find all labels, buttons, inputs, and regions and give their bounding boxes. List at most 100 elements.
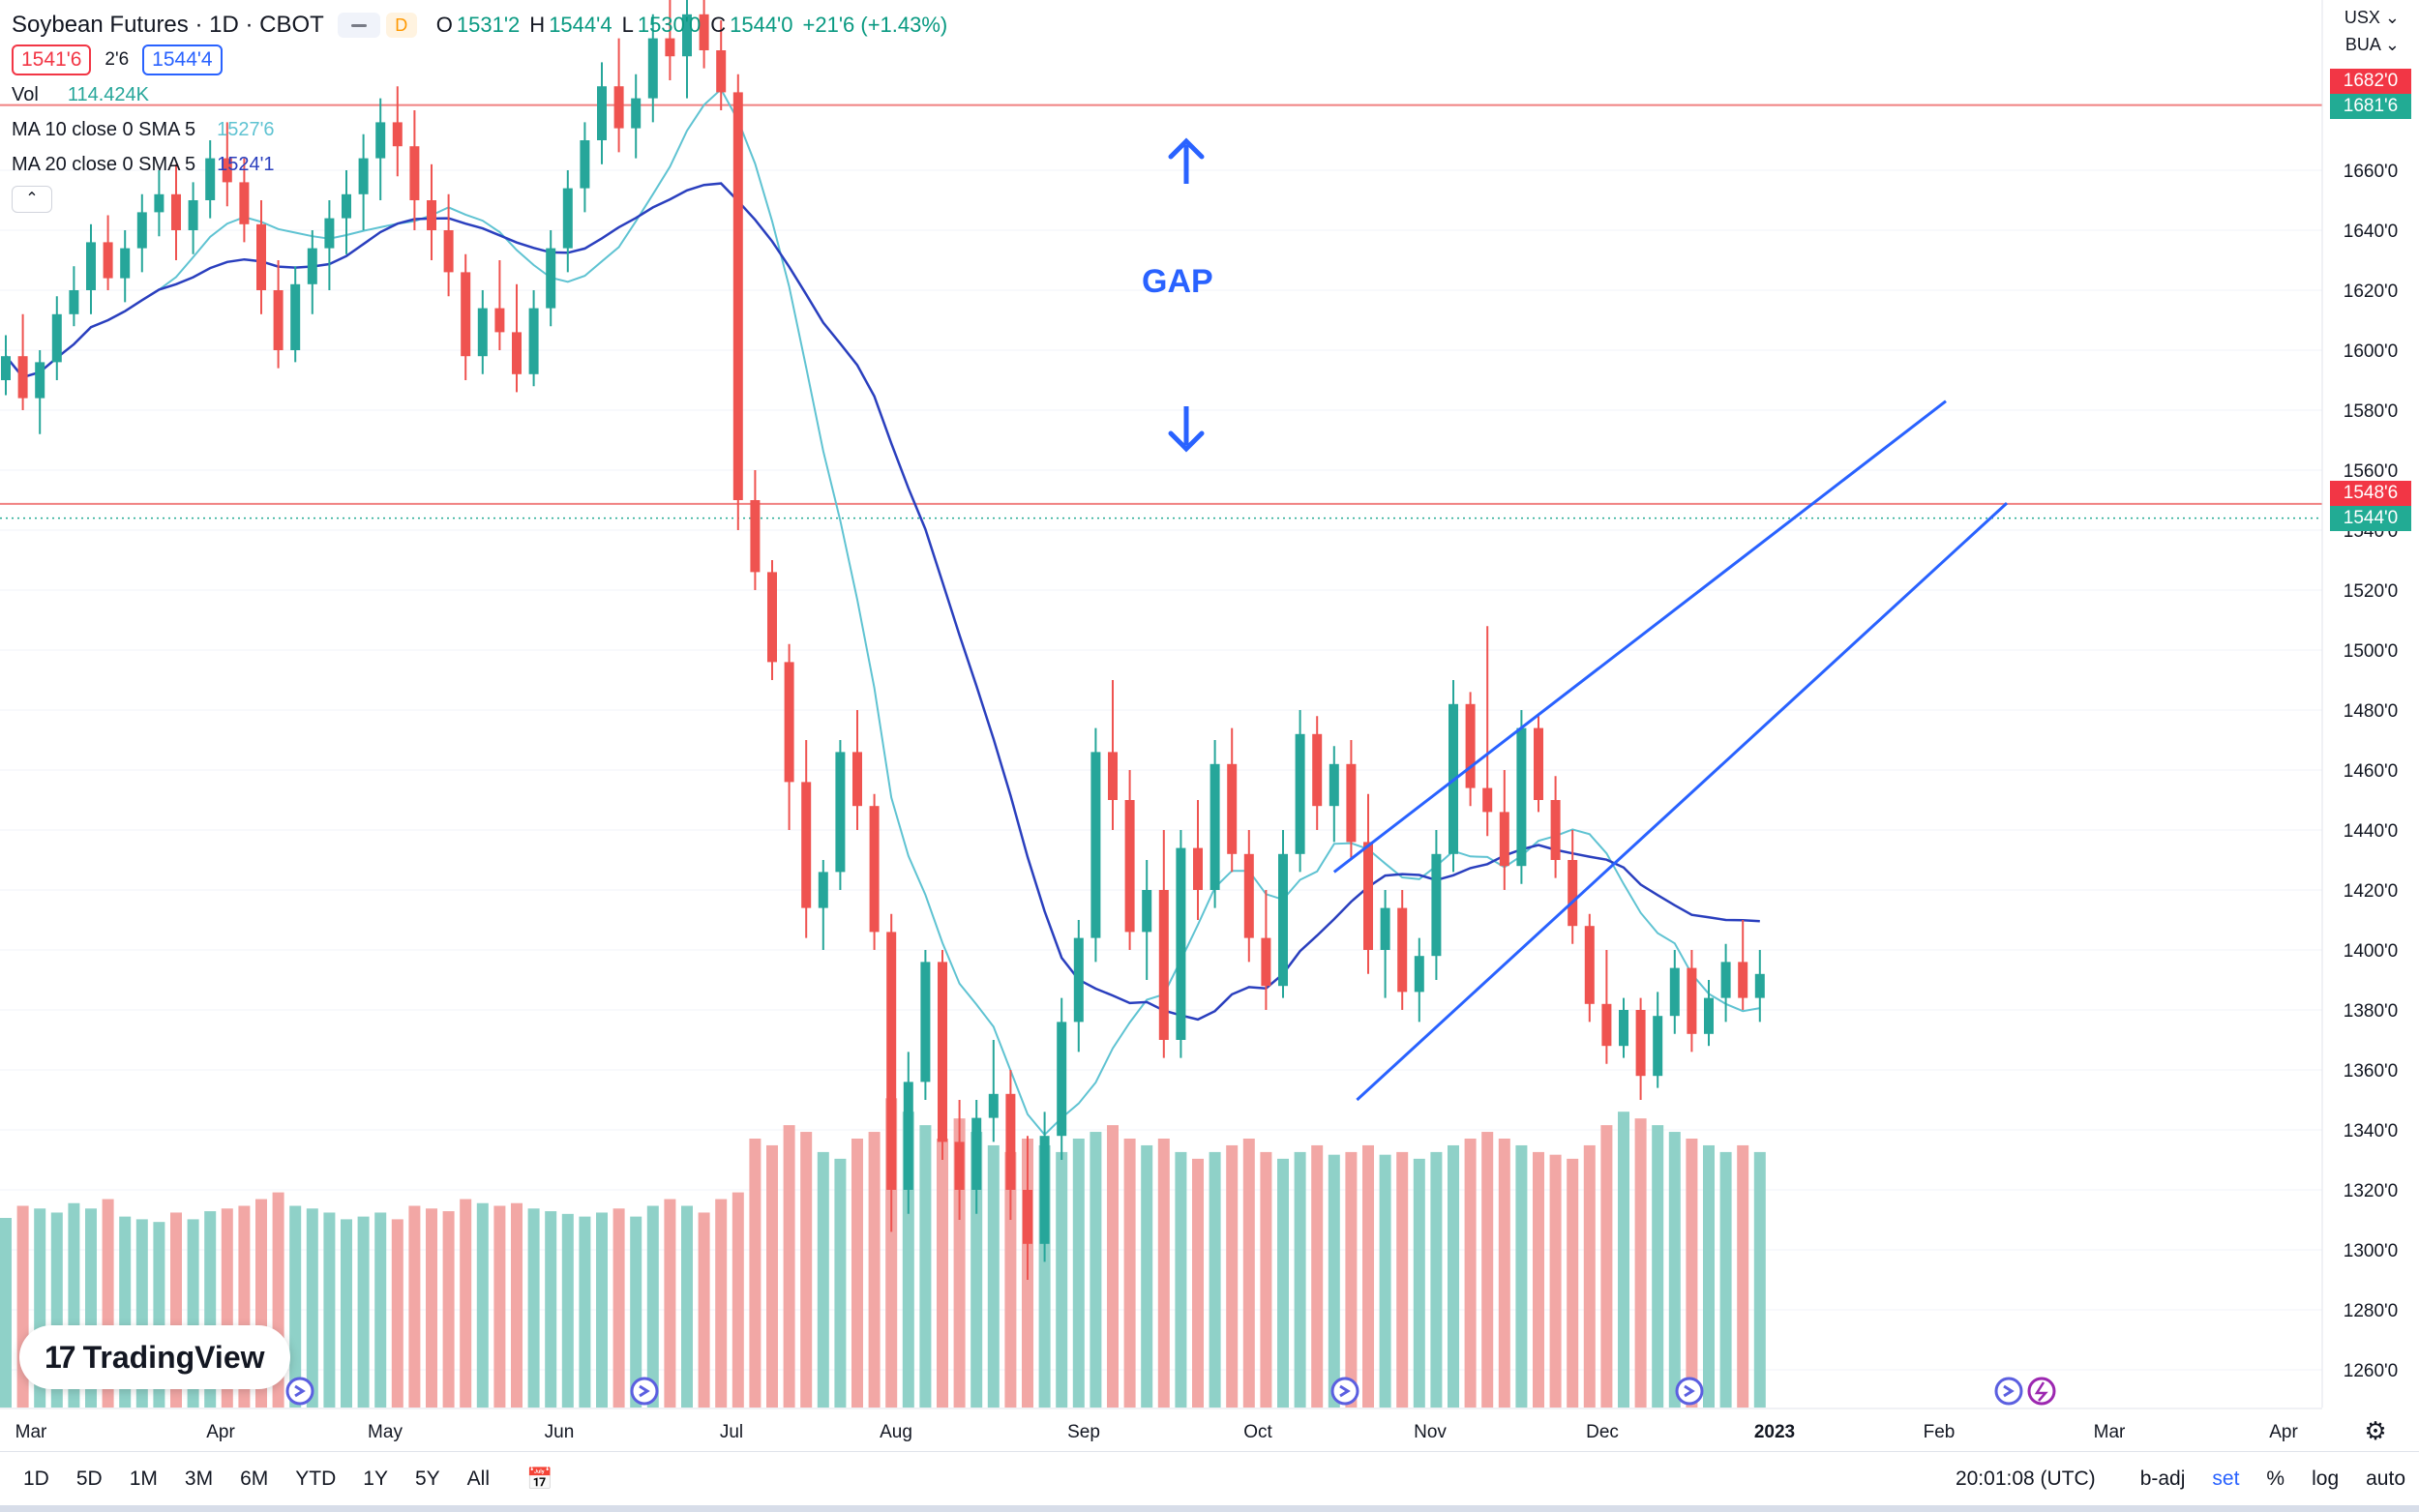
volume-bar [289,1205,302,1408]
auto-toggle[interactable]: auto [2366,1468,2405,1490]
settlement-toggle[interactable]: set [2212,1468,2240,1490]
ma20-indicator-row[interactable]: MA 20 close 0 SMA 5 1524'1 [12,147,947,182]
gap-arrow-head [1168,137,1205,160]
buy-button[interactable]: 1544'4 [142,44,223,75]
b-adj-toggle[interactable]: b-adj [2139,1468,2186,1490]
candle-body [1619,1010,1628,1047]
range-1d[interactable]: 1D [23,1468,49,1490]
range-1m[interactable]: 1M [129,1468,158,1490]
candle-body [120,248,131,279]
candle-body [1584,926,1595,1004]
volume-bar [919,1125,932,1408]
marker-chevron [2003,1384,2015,1398]
percent-toggle[interactable]: % [2266,1468,2285,1490]
ma10-indicator-row[interactable]: MA 10 close 0 SMA 5 1527'6 [12,112,947,147]
volume-bar [1634,1118,1647,1408]
candle-body [1534,727,1543,800]
candle-body [613,86,624,129]
data-status-badge[interactable]: D [385,13,417,38]
volume-bar [953,1118,966,1408]
candle-body [647,38,658,99]
volume-bar [1072,1139,1085,1408]
volume-indicator-row[interactable]: Vol 114.424K [12,77,947,112]
symbol-title[interactable]: Soybean Futures · 1D · CBOT [12,12,324,38]
volume-bar [715,1199,728,1408]
candle-body [494,308,505,333]
price-tick-label: 1400'0 [2344,941,2398,962]
currency-label: USX [2344,8,2380,27]
volume-bar [1209,1151,1221,1408]
range-5d[interactable]: 5D [75,1468,103,1490]
volume-bar [306,1208,318,1408]
time-tick-label: 2023 [1754,1422,1795,1442]
volume-bar [698,1212,710,1408]
candle-body [1124,800,1135,933]
log-toggle[interactable]: log [2312,1468,2340,1490]
trend-channel [1332,400,2009,1102]
volume-bar [527,1208,540,1408]
price-tick-label: 1440'0 [2344,821,2398,842]
collapse-legend-icon[interactable]: ⌃ [12,186,52,213]
tradingview-logo[interactable]: 17 TradingView [19,1325,290,1389]
candle-body [461,272,471,357]
candle-body [784,662,794,783]
candle-body [869,806,880,933]
gap-arrow-head [1168,430,1205,453]
candle-body [562,188,573,249]
volume-bar [1737,1144,1749,1408]
price-tick-label: 1620'0 [2344,282,2398,302]
go-to-date-icon[interactable]: 📅 [526,1467,553,1491]
candle-body [1158,890,1169,1040]
range-3m[interactable]: 3M [184,1468,214,1490]
chevron-down-icon: ⌄ [2384,35,2400,54]
volume-bar [971,1132,983,1408]
candle-body [171,193,181,230]
close-label: C [710,13,727,37]
price-chart[interactable]: 1660'01640'01620'01600'01580'01560'01540… [0,0,2419,1451]
candle-body [290,283,301,350]
volume-bar [579,1216,591,1408]
range-all[interactable]: All [466,1468,490,1490]
candle-body [852,752,862,807]
dividend-marker-icon [1994,1377,2023,1406]
settings-gear-icon[interactable]: ⚙ [2364,1417,2386,1446]
range-1y[interactable]: 1Y [363,1468,388,1490]
currency-selector[interactable]: USX ⌄ [2344,8,2400,28]
volume-bar [1226,1144,1239,1408]
clock-time[interactable]: 20:01:08 (UTC) [1955,1468,2096,1490]
unit-selector[interactable]: BUA ⌄ [2345,35,2400,55]
minimize-icon[interactable] [337,13,380,38]
volume-bar [357,1216,370,1408]
price-tick-label: 1660'0 [2344,162,2398,182]
volume-label: Vol [12,83,39,105]
candle-body [1210,763,1220,890]
candle-body [1278,853,1288,987]
candle-body [1482,787,1493,813]
candle-body [1754,973,1765,998]
bottom-strip [0,1505,2419,1512]
sell-button[interactable]: 1541'6 [12,44,92,75]
volume-bar [1430,1151,1443,1408]
ma20-value: 1524'1 [217,153,275,175]
price-tick-label: 1600'0 [2344,341,2398,362]
range-6m[interactable]: 6M [240,1468,269,1490]
volume-bar [1242,1139,1255,1408]
candle-body [1635,1010,1646,1077]
range-5y[interactable]: 5Y [414,1468,440,1490]
open-value: 1531'2 [456,13,521,37]
volume-bar [1175,1151,1187,1408]
range-ytd[interactable]: YTD [295,1468,337,1490]
volume-bar [1123,1139,1136,1408]
time-tick-label: Apr [2269,1422,2298,1442]
high-label: H [529,13,546,37]
price-tick-label: 1260'0 [2344,1361,2398,1381]
candle-body [1176,847,1186,1040]
gap-annotation[interactable]: GAP [1142,263,1213,300]
gap-arrows [1168,137,1205,453]
volume-bar [1379,1154,1391,1408]
volume-bar [1549,1154,1562,1408]
candle-body [136,212,147,249]
symbol-row: Soybean Futures · 1D · CBOT D O 1531'2 H… [12,8,947,43]
ma20-label: MA 20 close 0 SMA 5 [12,153,196,175]
volume-bar [1345,1151,1358,1408]
